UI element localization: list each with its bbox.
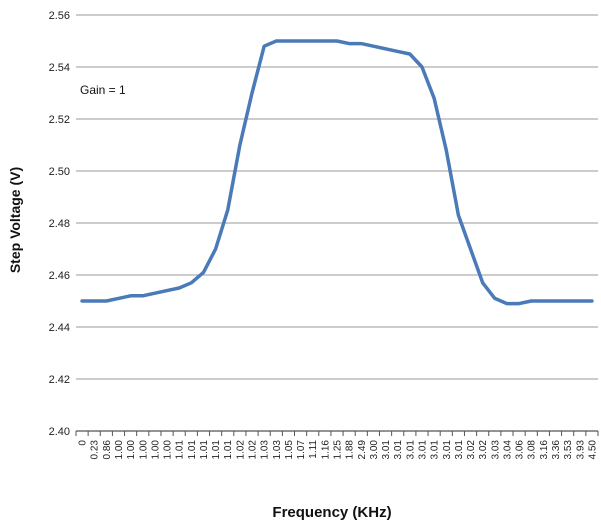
- x-tick-label: 1.01: [211, 440, 222, 460]
- x-tick-label: 3.01: [417, 440, 428, 460]
- x-tick-label: 1.03: [260, 440, 271, 460]
- x-tick-label: 3.36: [551, 440, 562, 460]
- gridlines: [76, 14, 598, 432]
- y-tick-labels: 2.40 2.42 2.44 2.46 2.48 2.50 2.52 2.54 2.56: [49, 10, 70, 438]
- x-tick-label: 3.03: [490, 440, 501, 460]
- x-tick-label: 1.01: [199, 440, 210, 460]
- y-tick-label: 2.52: [49, 114, 70, 126]
- x-tick-label: 1.00: [138, 440, 149, 460]
- x-tick-label: 1.03: [272, 440, 283, 460]
- x-tick-label: 4.50: [587, 440, 598, 460]
- y-tick-label: 2.42: [49, 374, 70, 386]
- y-tick-label: 2.48: [49, 218, 70, 230]
- x-tick-label: 3.00: [369, 440, 380, 460]
- x-tick-label: 1.00: [150, 440, 161, 460]
- x-tick-label: 1.00: [126, 440, 137, 460]
- x-tick-label: 0: [78, 440, 89, 446]
- x-tick-label: 2.49: [357, 440, 368, 460]
- x-tick-label: 3.02: [478, 440, 489, 460]
- x-tick-label: 1.01: [187, 440, 198, 460]
- x-tick-label: 1.00: [163, 440, 174, 460]
- x-tick-label: 1.01: [175, 440, 186, 460]
- x-tick-label: 3.04: [502, 440, 513, 460]
- x-tick-label: 3.02: [466, 440, 477, 460]
- series-line: [80, 39, 594, 306]
- x-tick-label: 1.07: [296, 440, 307, 460]
- x-tick-label: 1.00: [114, 440, 125, 460]
- x-tick-label: 3.06: [515, 440, 526, 460]
- x-tick-label: 3.53: [563, 440, 574, 460]
- x-tick-label: 3.08: [527, 440, 538, 460]
- x-axis: [75, 431, 599, 436]
- y-tick-label: 2.40: [49, 426, 70, 438]
- y-tick-label: 2.56: [49, 10, 70, 22]
- x-tick-label: 3.01: [381, 440, 392, 460]
- x-tick-label: 1.16: [320, 440, 331, 460]
- y-tick-label: 2.44: [49, 322, 70, 334]
- x-tick-label: 3.01: [442, 440, 453, 460]
- x-tick-label: 0.23: [90, 440, 101, 460]
- x-tick-label: 3.16: [539, 440, 550, 460]
- x-tick-label: 1.25: [333, 440, 344, 460]
- x-tick-label: 1.88: [345, 440, 356, 460]
- x-tick-label: 1.01: [223, 440, 234, 460]
- y-tick-label: 2.54: [49, 62, 70, 74]
- gain-annotation: Gain = 1: [80, 83, 126, 97]
- y-axis-title: Step Voltage (V): [7, 167, 23, 273]
- x-tick-label: 3.01: [454, 440, 465, 460]
- x-tick-label: 3.01: [430, 440, 441, 460]
- x-tick-label: 3.01: [393, 440, 404, 460]
- y-tick-label: 2.50: [49, 166, 70, 178]
- y-tick-label: 2.46: [49, 270, 70, 282]
- x-tick-label: 1.02: [248, 440, 259, 460]
- x-tick-label: 3.01: [405, 440, 416, 460]
- x-tick-label: 1.05: [284, 440, 295, 460]
- x-tick-label: 1.02: [235, 440, 246, 460]
- x-axis-title: Frequency (KHz): [272, 504, 391, 521]
- x-tick-label: 0.86: [102, 440, 113, 460]
- x-tick-label: 1.11: [308, 440, 319, 459]
- x-tick-label: 3.93: [575, 440, 586, 460]
- x-tick-labels: 0 0.23 0.86 1.00 1.00 1.00 1.00 1.00 1.01 1.01 1.0…: [78, 440, 599, 460]
